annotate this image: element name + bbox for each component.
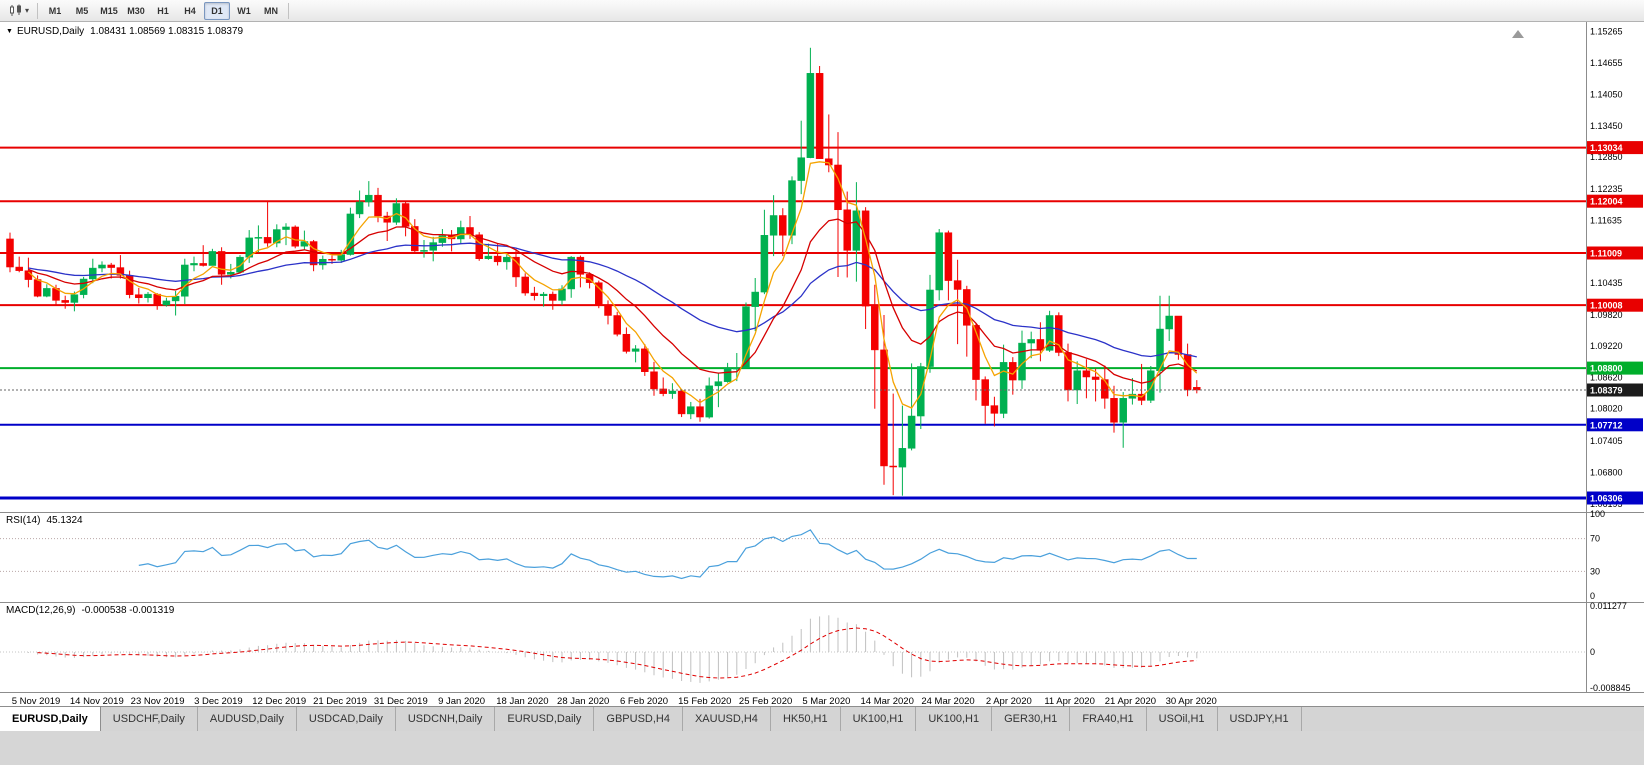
macd-name: MACD(12,26,9) [6, 605, 76, 616]
svg-text:1.13450: 1.13450 [1590, 121, 1623, 131]
svg-text:14 Mar 2020: 14 Mar 2020 [861, 696, 914, 706]
symbol-tab-eurusd-daily-0[interactable]: EURUSD,Daily [0, 707, 101, 731]
svg-text:-0.008845: -0.008845 [1590, 683, 1631, 693]
timeframe-button-m5[interactable]: M5 [75, 5, 89, 16]
timeframe-button-d1[interactable]: D1 [204, 1, 231, 20]
svg-text:2 Apr 2020: 2 Apr 2020 [986, 696, 1032, 706]
chart-ohlc-values: 1.08431 1.08569 1.08315 1.08379 [90, 26, 244, 37]
symbol-tab-usoil-h1-13[interactable]: USOil,H1 [1146, 707, 1218, 731]
rsi-indicator-label: RSI(14) 45.1324 [6, 515, 83, 526]
symbol-tab-gbpusd-h4-6[interactable]: GBPUSD,H4 [594, 707, 683, 731]
chart-canvas[interactable]: 1.15265 1.14655 1.14050 1.13450 1.12850 1.122… [0, 22, 1644, 706]
symbol-tab-uk100-h1-9[interactable]: UK100,H1 [840, 707, 917, 731]
svg-text:1.07712: 1.07712 [1590, 420, 1623, 430]
svg-text:21 Apr 2020: 21 Apr 2020 [1105, 696, 1156, 706]
svg-text:18 Jan 2020: 18 Jan 2020 [496, 696, 548, 706]
svg-text:1.10435: 1.10435 [1590, 278, 1623, 288]
svg-text:1.11635: 1.11635 [1590, 215, 1622, 225]
svg-text:1.10008: 1.10008 [1590, 301, 1623, 311]
svg-text:1.13034: 1.13034 [1590, 143, 1623, 153]
chart-type-dropdown[interactable]: ▾ [5, 3, 33, 18]
svg-text:0: 0 [1590, 647, 1595, 657]
symbol-tab-uk100-h1-10[interactable]: UK100,H1 [916, 707, 993, 731]
svg-text:23 Nov 2019: 23 Nov 2019 [131, 696, 185, 706]
svg-text:11 Apr 2020: 11 Apr 2020 [1044, 696, 1095, 706]
symbol-tab-audusd-daily-2[interactable]: AUDUSD,Daily [197, 707, 297, 731]
top-toolbar: ▾ M1 M5 M15 M30 H1 H4 D1 W1 MN [0, 0, 1644, 22]
symbol-tab-hk50-h1-8[interactable]: HK50,H1 [770, 707, 841, 731]
svg-text:1.12004: 1.12004 [1590, 197, 1623, 207]
svg-text:3 Dec 2019: 3 Dec 2019 [194, 696, 243, 706]
chart-shift-marker[interactable] [1512, 30, 1524, 38]
svg-text:1.09820: 1.09820 [1590, 310, 1623, 320]
svg-text:5 Nov 2019: 5 Nov 2019 [12, 696, 61, 706]
chart-symbol-period: EURUSD,Daily [16, 26, 85, 37]
svg-text:14 Nov 2019: 14 Nov 2019 [70, 696, 124, 706]
svg-text:15 Feb 2020: 15 Feb 2020 [678, 696, 731, 706]
timeframe-bar: M1 M5 M15 M30 H1 H4 D1 W1 MN [42, 1, 284, 20]
svg-text:6 Feb 2020: 6 Feb 2020 [620, 696, 668, 706]
symbol-tab-usdjpy-h1-14[interactable]: USDJPY,H1 [1217, 707, 1302, 731]
timeframe-button-m15[interactable]: M15 [100, 5, 118, 16]
symbol-tab-usdcnh-daily-4[interactable]: USDCNH,Daily [395, 707, 496, 731]
svg-text:5 Mar 2020: 5 Mar 2020 [802, 696, 850, 706]
chart-type-caret-icon: ▾ [25, 5, 30, 15]
symbol-tab-usdcad-daily-3[interactable]: USDCAD,Daily [296, 707, 396, 731]
collapse-triangle-icon[interactable]: ▼ [6, 28, 13, 35]
timeframe-button-w1[interactable]: W1 [237, 5, 251, 16]
svg-text:1.12850: 1.12850 [1590, 152, 1623, 162]
svg-text:1.12235: 1.12235 [1590, 184, 1623, 194]
toolbar-separator [37, 2, 39, 19]
svg-text:0.011277: 0.011277 [1590, 601, 1627, 611]
svg-text:1.11009: 1.11009 [1590, 249, 1622, 259]
svg-text:25 Feb 2020: 25 Feb 2020 [739, 696, 792, 706]
svg-text:1.06800: 1.06800 [1590, 467, 1623, 477]
rsi-value: 45.1324 [46, 515, 83, 526]
timeframe-button-h1[interactable]: H1 [157, 5, 169, 16]
svg-text:0: 0 [1590, 591, 1595, 601]
svg-text:70: 70 [1590, 534, 1600, 544]
macd-indicator-label: MACD(12,26,9) -0.000538 -0.001319 [6, 605, 174, 616]
svg-text:1.07405: 1.07405 [1590, 436, 1623, 446]
rsi-name: RSI(14) [6, 515, 41, 526]
chart-title: ▼ EURUSD,Daily 1.08431 1.08569 1.08315 1.0… [6, 26, 243, 37]
chart-type-icon [10, 4, 21, 16]
svg-text:30: 30 [1590, 566, 1600, 576]
timeframe-button-mn[interactable]: MN [264, 5, 279, 16]
symbol-tab-fra40-h1-12[interactable]: FRA40,H1 [1070, 707, 1147, 731]
svg-text:1.08379: 1.08379 [1590, 386, 1623, 396]
svg-text:1.15265: 1.15265 [1590, 26, 1623, 36]
svg-text:100: 100 [1590, 509, 1605, 519]
symbol-tab-bar: EURUSD,Daily USDCHF,Daily AUDUSD,Daily USDC… [0, 706, 1644, 731]
svg-text:1.14655: 1.14655 [1590, 58, 1623, 68]
window-bottom-strip [0, 731, 1644, 765]
svg-text:1.14050: 1.14050 [1590, 90, 1623, 100]
macd-values: -0.000538 -0.001319 [81, 605, 175, 616]
timeframe-button-h4[interactable]: H4 [184, 5, 196, 16]
svg-text:1.09220: 1.09220 [1590, 341, 1623, 351]
svg-text:21 Dec 2019: 21 Dec 2019 [313, 696, 367, 706]
svg-text:1.08800: 1.08800 [1590, 364, 1623, 374]
svg-text:1.06306: 1.06306 [1590, 494, 1623, 504]
toolbar-separator-2 [288, 2, 290, 19]
svg-text:24 Mar 2020: 24 Mar 2020 [921, 696, 974, 706]
svg-text:9 Jan 2020: 9 Jan 2020 [438, 696, 485, 706]
svg-text:12 Dec 2019: 12 Dec 2019 [252, 696, 306, 706]
timeframe-button-m1[interactable]: M1 [48, 5, 62, 16]
timeframe-button-m30[interactable]: M30 [127, 5, 145, 16]
symbol-tab-eurusd-daily-5[interactable]: EURUSD,Daily [495, 707, 595, 731]
svg-text:30 Apr 2020: 30 Apr 2020 [1166, 696, 1217, 706]
svg-text:1.08620: 1.08620 [1590, 372, 1623, 382]
svg-text:28 Jan 2020: 28 Jan 2020 [557, 696, 609, 706]
symbol-tab-xauusd-h4-7[interactable]: XAUUSD,H4 [682, 707, 771, 731]
chart-window[interactable]: 1.15265 1.14655 1.14050 1.13450 1.12850 1.122… [0, 22, 1644, 706]
svg-text:31 Dec 2019: 31 Dec 2019 [374, 696, 428, 706]
symbol-tab-ger30-h1-11[interactable]: GER30,H1 [992, 707, 1071, 731]
svg-text:1.08020: 1.08020 [1590, 404, 1623, 414]
symbol-tab-usdchf-daily-1[interactable]: USDCHF,Daily [100, 707, 198, 731]
